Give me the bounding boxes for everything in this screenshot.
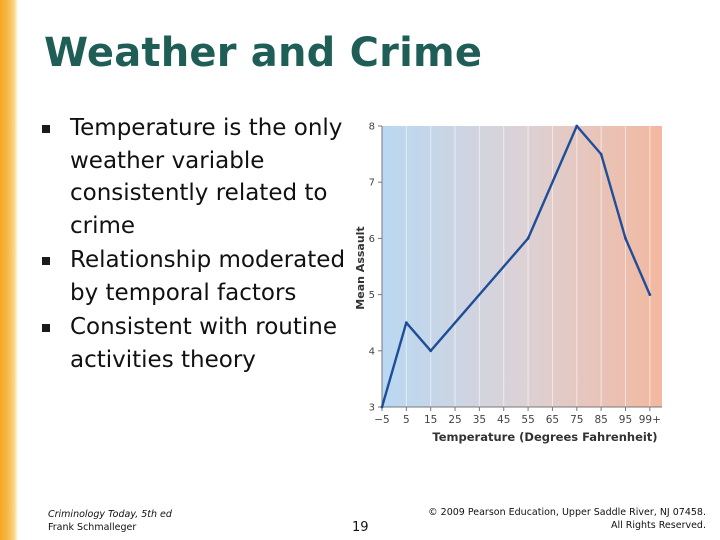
page-number: 19	[352, 520, 369, 535]
data-point	[380, 405, 384, 409]
series-line	[380, 124, 652, 409]
bullet-item: Relationship moderated by temporal facto…	[40, 244, 360, 309]
square-bullet-icon	[42, 324, 50, 332]
x-tick-label: 55	[521, 414, 534, 426]
copyright-notice: © 2009 Pearson Education, Upper Saddle R…	[428, 506, 706, 532]
x-axis-label: Temperature (Degrees Fahrenheit)	[432, 430, 657, 444]
data-point	[624, 237, 627, 240]
y-tick-label: 5	[369, 290, 375, 301]
x-tick-label: 15	[424, 414, 437, 426]
y-tick-label: 6	[369, 234, 375, 245]
data-point	[404, 321, 408, 325]
author-name: Frank Schmalleger	[48, 522, 137, 533]
data-point	[599, 152, 603, 156]
data-point	[526, 237, 530, 240]
x-tick-label: 85	[594, 414, 607, 426]
y-tick-label: 4	[369, 346, 375, 357]
x-tick-label: 5	[403, 414, 410, 426]
x-tick-label: 99+	[639, 414, 661, 426]
y-tick-label: 8	[369, 122, 375, 133]
x-tick-label: 95	[619, 414, 632, 426]
x-tick-label: 65	[546, 414, 559, 426]
x-tick-label: 75	[570, 414, 583, 426]
bullet-text: Relationship moderated by temporal facto…	[70, 247, 346, 306]
x-tick-label: 45	[497, 414, 510, 426]
data-point	[429, 349, 433, 353]
copyright-line-2: All Rights Reserved.	[610, 520, 706, 531]
bullet-list: Temperature is the only weather variable…	[40, 112, 360, 378]
x-tick-label: −5	[374, 414, 389, 426]
bullet-item: Consistent with routine activities theor…	[40, 311, 360, 376]
data-point	[575, 124, 579, 128]
axes	[381, 126, 662, 408]
book-title: Criminology Today, 5th ed	[48, 509, 172, 520]
y-axis-label: Mean Assault	[354, 226, 367, 309]
slide-title: Weather and Crime	[44, 30, 483, 76]
mean-assault-line	[380, 124, 651, 408]
y-tick-label: 3	[369, 403, 375, 414]
data-point	[648, 293, 652, 296]
bullet-text: Consistent with routine activities theor…	[70, 314, 337, 373]
bullet-item: Temperature is the only weather variable…	[40, 112, 360, 242]
left-accent-stripe	[0, 0, 18, 540]
plot-background	[382, 126, 662, 407]
footer-credits: Criminology Today, 5th ed Frank Schmalle…	[48, 508, 172, 534]
copyright-line-1: © 2009 Pearson Education, Upper Saddle R…	[428, 507, 706, 518]
square-bullet-icon	[42, 257, 50, 265]
x-tick-label: 35	[473, 414, 486, 426]
square-bullet-icon	[42, 125, 50, 133]
bullet-text: Temperature is the only weather variable…	[70, 115, 343, 239]
y-tick-label: 7	[369, 178, 375, 189]
x-tick-label: 25	[448, 414, 461, 426]
temperature-assault-chart: 3 4 5 6 7 8 −5 5 15 25 35 45 55 65 75 85 95 99+ Temperatu…	[350, 118, 680, 448]
